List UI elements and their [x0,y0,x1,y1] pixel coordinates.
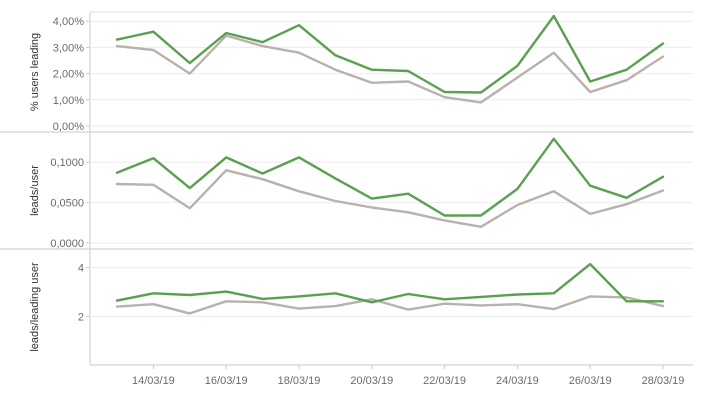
x-tick-label: 14/03/19 [132,375,175,387]
x-tick-label: 20/03/19 [350,375,393,387]
y-tick-label: 2 [78,311,84,323]
panel-3: 2 4 leads/leading user [0,248,693,352]
y-tick-label: 4 [78,263,84,275]
y-tick-label: 4,00% [53,16,84,28]
series-line-green [115,14,665,94]
y-axis-title: leads/leading user [29,262,41,352]
x-tick-label: 24/03/19 [496,375,539,387]
y-tick-label: 0,00% [53,121,84,133]
y-tick-label: 0,1000 [50,157,84,169]
y-axis-title: leads/user [29,165,41,216]
x-tick-label: 28/03/19 [642,375,685,387]
y-tick-label: 3,00% [53,42,84,54]
x-tick-label: 16/03/19 [205,375,248,387]
panel-2: 0,0000 0,0500 0,1000 leads/user [0,131,693,250]
y-tick-label: 0,0500 [50,198,84,210]
series-line-green [115,262,665,304]
y-axis-title: % users leading [29,33,41,111]
series-line-grey [115,295,665,315]
y-tick-label: 1,00% [53,95,84,107]
y-tick-label: 2,00% [53,69,84,81]
series-line-grey [115,169,665,229]
series-line-green [115,137,665,217]
x-tick-label: 22/03/19 [423,375,466,387]
series-line-grey [115,34,665,104]
x-tick-label: 26/03/19 [569,375,612,387]
y-tick-label: 0,0000 [50,238,84,250]
x-tick-label: 18/03/19 [278,375,321,387]
panel-1: 0,00% 1,00% 2,00% 3,00% 4,00% % users leading [29,14,693,133]
